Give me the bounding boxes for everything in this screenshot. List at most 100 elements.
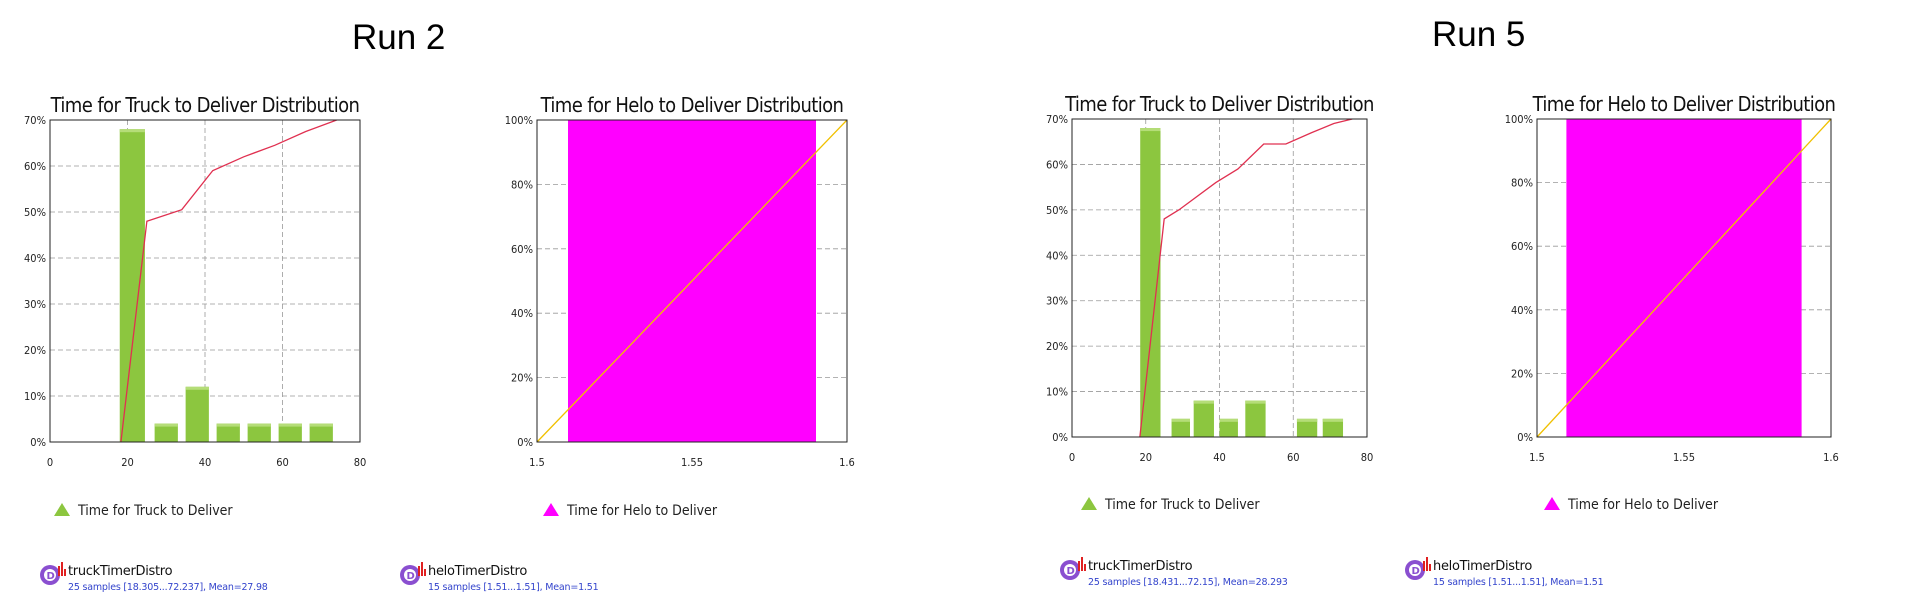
y-tick-label: 30% — [24, 298, 46, 311]
histogram-bar — [119, 129, 145, 442]
x-tick-label: 1.6 — [1823, 451, 1839, 464]
histogram-bar — [1322, 418, 1344, 437]
y-tick-label: 50% — [24, 206, 46, 219]
svg-text:D: D — [407, 571, 415, 582]
histogram-bar-highlight — [216, 423, 240, 427]
histogram-bar — [1140, 128, 1161, 438]
histogram-bar — [1193, 400, 1214, 437]
y-tick-label: 100% — [505, 114, 533, 127]
distro-name: truckTimerDistro — [68, 564, 173, 579]
chart-4: Time for Helo to Deliver Distribution 0% 2… — [1505, 92, 1839, 464]
y-tick-label: 10% — [1046, 386, 1068, 399]
histogram-bar — [278, 423, 302, 442]
distro-name: heloTimerDistro — [428, 564, 527, 579]
histogram-bar-highlight — [1322, 418, 1344, 422]
y-tick-label: 60% — [24, 160, 46, 173]
y-tick-label: 10% — [24, 390, 46, 403]
x-tick-label: 60 — [276, 456, 289, 469]
distro-name: truckTimerDistro — [1088, 559, 1193, 574]
y-tick-label: 30% — [1046, 295, 1068, 308]
y-tick-label: 0% — [517, 436, 533, 449]
legend-label: Time for Helo to Deliver — [1568, 497, 1718, 513]
legend-helo-run2: Time for Helo to Deliver — [543, 503, 717, 519]
histogram-bar-highlight — [1219, 418, 1238, 422]
svg-text:D: D — [1067, 566, 1075, 577]
distribution-icon: D — [1405, 557, 1431, 580]
y-tick-label: 70% — [1046, 113, 1068, 126]
chart-title: Time for Truck to Deliver Distribution — [1064, 92, 1374, 116]
histogram-bar-highlight — [185, 386, 209, 390]
histogram-bar-highlight — [1245, 400, 1266, 404]
svg-text:D: D — [47, 571, 55, 582]
histogram-bar-highlight — [1296, 418, 1318, 422]
histogram-bar-highlight — [278, 423, 302, 427]
y-tick-label: 60% — [1511, 240, 1533, 253]
chart-title: Time for Helo to Deliver Distribution — [540, 93, 844, 117]
x-tick-label: 1.5 — [529, 456, 545, 469]
distro-stats: 15 samples [1.51...1.51], Mean=1.51 — [1433, 577, 1604, 588]
histogram-bar — [185, 386, 209, 442]
y-tick-label: 20% — [1046, 340, 1068, 353]
x-tick-label: 1.55 — [681, 456, 703, 469]
y-tick-label: 40% — [511, 307, 533, 320]
legend-triangle-icon — [543, 503, 559, 516]
distribution-icon: D — [1060, 557, 1086, 580]
y-tick-label: 100% — [1505, 113, 1533, 126]
distro-stats: 25 samples [18.305...72.237], Mean=27.98 — [68, 582, 268, 593]
x-tick-label: 40 — [1213, 451, 1226, 464]
cumulative-line — [536, 119, 848, 443]
x-tick-label: 60 — [1287, 451, 1300, 464]
histogram-bar-highlight — [119, 129, 145, 133]
chart-1: Time for Truck to Deliver Distribution 0%… — [24, 93, 366, 469]
chart-3: Time for Truck to Deliver Distribution 0%… — [1046, 92, 1374, 464]
chart-2: Time for Helo to Deliver Distribution 0% 2… — [505, 93, 855, 469]
svg-text:D: D — [1412, 566, 1420, 577]
distro-stats: 25 samples [18.431...72.15], Mean=28.293 — [1088, 577, 1288, 588]
histogram-bar — [1296, 418, 1318, 437]
histogram-bar-highlight — [1140, 128, 1161, 132]
legend-helo-run5: Time for Helo to Deliver — [1544, 497, 1718, 513]
legend-triangle-icon — [54, 503, 70, 516]
histogram-bar-highlight — [1171, 418, 1190, 422]
y-tick-label: 0% — [1517, 431, 1533, 444]
plot-frame — [1071, 118, 1368, 438]
legend-label: Time for Truck to Deliver — [1105, 497, 1260, 513]
x-tick-label: 80 — [354, 456, 367, 469]
y-tick-label: 40% — [1046, 249, 1068, 262]
histogram-bar-highlight — [309, 423, 333, 427]
legend-label: Time for Truck to Deliver — [78, 503, 233, 519]
distro-name: heloTimerDistro — [1433, 559, 1532, 574]
run-title-right: Run 5 — [1432, 15, 1526, 54]
histogram-bar — [247, 423, 271, 442]
y-tick-label: 20% — [511, 372, 533, 385]
histogram-bar-highlight — [247, 423, 271, 427]
run-title-left: Run 2 — [352, 18, 446, 57]
histogram-bar — [1245, 400, 1266, 437]
legend-triangle-icon — [1544, 497, 1560, 510]
y-tick-label: 60% — [1046, 158, 1068, 171]
y-tick-label: 50% — [1046, 204, 1068, 217]
y-tick-label: 60% — [511, 243, 533, 256]
histogram-bar — [309, 423, 333, 442]
y-tick-label: 40% — [1511, 304, 1533, 317]
cumulative-line — [1536, 118, 1832, 438]
x-tick-label: 20 — [1139, 451, 1152, 464]
y-tick-label: 0% — [30, 436, 46, 449]
y-tick-label: 20% — [24, 344, 46, 357]
legend-truck-run2: Time for Truck to Deliver — [54, 503, 233, 519]
y-tick-label: 70% — [24, 114, 46, 127]
legend-label: Time for Helo to Deliver — [567, 503, 717, 519]
x-tick-label: 1.55 — [1673, 451, 1695, 464]
distribution-icon: D — [40, 562, 66, 585]
histogram-bar-highlight — [154, 423, 178, 427]
legend-triangle-icon — [1081, 497, 1097, 510]
legend-truck-run5: Time for Truck to Deliver — [1081, 497, 1260, 513]
x-tick-label: 1.5 — [1529, 451, 1545, 464]
histogram-bar — [216, 423, 240, 442]
histogram-bar-highlight — [1193, 400, 1214, 404]
y-tick-label: 20% — [1511, 367, 1533, 380]
distro-stats: 15 samples [1.51...1.51], Mean=1.51 — [428, 582, 599, 593]
y-tick-label: 80% — [1511, 177, 1533, 190]
cumulative-line — [120, 119, 337, 443]
